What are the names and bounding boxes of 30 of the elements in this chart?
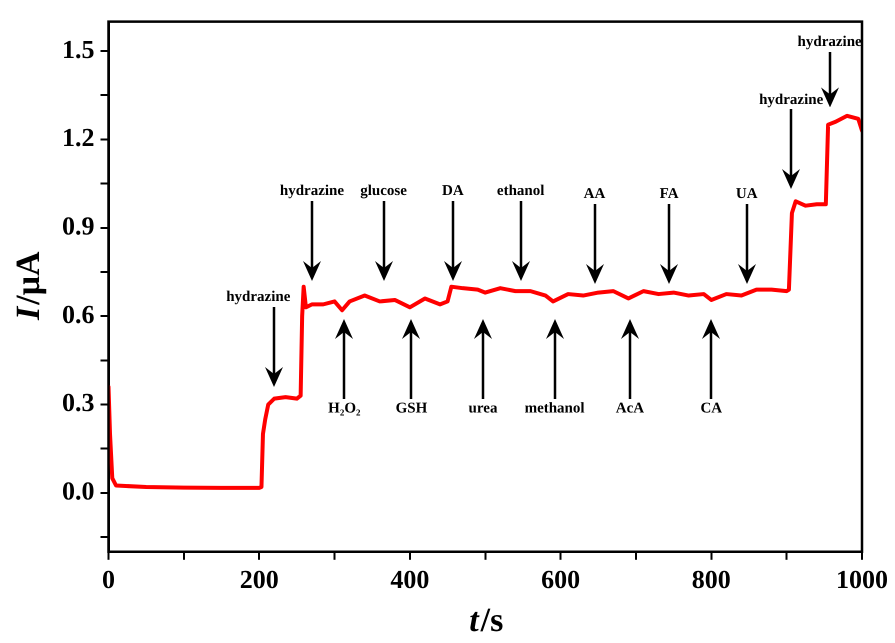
annotation: urea — [468, 400, 498, 416]
x-tick-label: 600 — [541, 565, 580, 594]
annotation: DA — [442, 183, 464, 200]
y-tick-label: 1.5 — [62, 34, 94, 64]
y-tick-label: 0.6 — [62, 300, 94, 329]
annotation: GSH — [396, 400, 428, 416]
x-tick-label: 1000 — [836, 565, 888, 594]
annotation: UA — [736, 186, 758, 202]
y-axis-title: I/μA — [10, 251, 47, 321]
annotation: glucose — [360, 183, 408, 200]
y-tick-label: 0.3 — [62, 388, 94, 418]
annotation: AA — [584, 186, 606, 202]
x-tick-label: 800 — [692, 565, 731, 594]
annotation: hydrazine — [226, 289, 291, 306]
annotation: FA — [660, 186, 679, 202]
x-axis-title: t/s — [469, 602, 504, 639]
annotation: hydrazine — [798, 34, 862, 50]
annotation: H₂O₂ — [328, 400, 362, 416]
x-tick-label: 400 — [390, 565, 430, 594]
y-tick-label: 0.9 — [62, 212, 94, 241]
annotation: hydrazine — [280, 183, 344, 200]
y-tick-label: 1.2 — [62, 123, 94, 152]
annotation: AcA — [616, 400, 644, 416]
annotation: ethanol — [496, 183, 544, 200]
x-tick-label: 0 — [102, 565, 115, 594]
annotation: CA — [700, 400, 722, 416]
annotation: methanol — [524, 400, 585, 416]
y-tick-label: 0.0 — [62, 476, 94, 506]
x-tick-label: 200 — [240, 565, 279, 594]
annotation: hydrazine — [759, 92, 824, 108]
